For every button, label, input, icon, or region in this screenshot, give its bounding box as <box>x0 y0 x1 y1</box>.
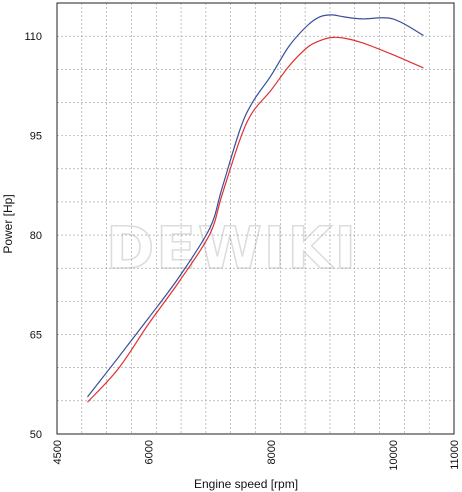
y-tick-label: 80 <box>30 230 42 242</box>
data-series <box>87 14 424 403</box>
x-tick-label: 8000 <box>266 440 278 464</box>
x-axis-ticks: 4500 6000 8000 10000 11000 <box>52 440 461 471</box>
y-axis-label: Power [Hp] <box>1 194 15 253</box>
x-tick-label: 10000 <box>388 440 400 471</box>
y-tick-label: 95 <box>30 131 42 143</box>
plot-border <box>56 2 455 435</box>
x-axis-label: Engine speed [rpm] <box>194 477 298 491</box>
y-tick-label: 50 <box>30 429 42 441</box>
x-tick-label: 6000 <box>144 440 156 464</box>
plot-area: DEWIKI <box>56 2 455 435</box>
watermark-text: DEWIKI <box>106 214 358 282</box>
y-axis-ticks: 50 65 80 95 110 <box>24 31 42 441</box>
y-tick-label: 110 <box>24 31 42 43</box>
x-tick-label: 11000 <box>449 440 461 470</box>
series-line-1 <box>87 14 424 398</box>
y-tick-label: 65 <box>30 330 42 342</box>
x-tick-label: 4500 <box>52 440 64 464</box>
series-line-2 <box>87 36 424 403</box>
